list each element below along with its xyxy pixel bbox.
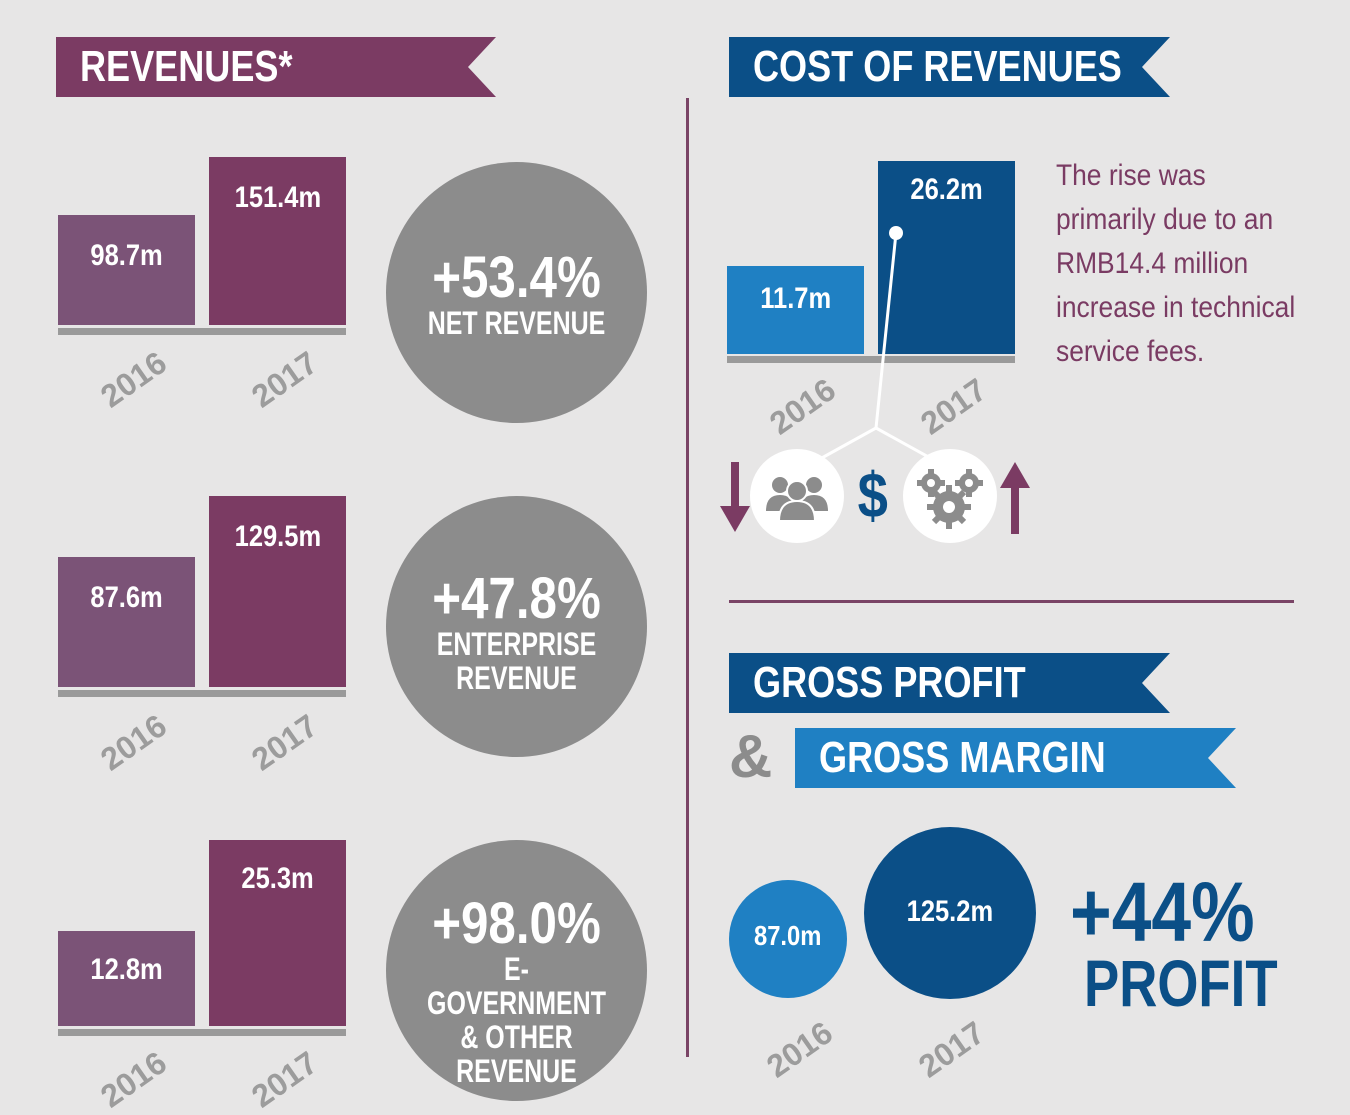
banner-shape xyxy=(795,728,1236,788)
bar-value-label: 26.2m xyxy=(910,173,983,206)
change-label: E-GOVERNMENT & OTHER REVENUE xyxy=(427,951,606,1089)
bar-net-revenue-2017: 151.4m xyxy=(209,157,346,325)
revenues-banner: REVENUES* xyxy=(56,37,496,97)
year-label-2017: 2017 xyxy=(912,1014,991,1085)
bar-value-label: 87.6m xyxy=(90,581,163,614)
change-value: +98.0% xyxy=(432,891,601,956)
gross-profit-2017-circle: 125.2m xyxy=(864,827,1036,999)
revenues-title: REVENUES* xyxy=(80,42,293,91)
year-label-2017: 2017 xyxy=(245,344,324,415)
change-value: +53.4% xyxy=(432,245,601,310)
cost-title: COST OF REVENUES xyxy=(753,42,1122,91)
gross-profit-change-label: PROFIT xyxy=(1084,946,1278,1020)
people-icon xyxy=(766,477,828,522)
year-label-2016: 2016 xyxy=(760,1014,839,1085)
change-label: ENTERPRISE REVENUE xyxy=(436,626,597,696)
ampersand: & xyxy=(729,723,773,790)
bar-egov-revenue-2016: 12.8m xyxy=(58,931,195,1026)
cost-connector-lines xyxy=(799,226,953,472)
year-label-2016: 2016 xyxy=(94,344,173,415)
bar-value-label: 12.8m xyxy=(90,953,163,986)
cost-banner: COST OF REVENUES xyxy=(729,37,1170,97)
year-label-2016: 2016 xyxy=(94,707,173,778)
cost-explanation-text: The rise was primarily due to an RMB14.4… xyxy=(1056,159,1296,368)
gross-profit-change: +44% xyxy=(1070,865,1255,959)
bar-value-label: 25.3m xyxy=(241,862,314,895)
circle-value-label: 87.0m xyxy=(754,920,822,951)
circle-value-label: 125.2m xyxy=(906,895,994,928)
year-label-2017: 2017 xyxy=(245,707,324,778)
year-label-2016: 2016 xyxy=(94,1044,173,1115)
bar-value-label: 98.7m xyxy=(90,239,163,272)
bar-net-revenue-2016: 98.7m xyxy=(58,215,195,325)
gross-profit-banner: GROSS PROFIT xyxy=(729,653,1170,713)
bar-enterprise-revenue-2016: 87.6m xyxy=(58,557,195,687)
change-value: +47.8% xyxy=(432,566,601,631)
gross-margin-title: GROSS MARGIN xyxy=(819,733,1106,782)
people-icon-circle xyxy=(750,449,844,543)
down-arrow-icon xyxy=(720,462,750,532)
bar-value-label: 129.5m xyxy=(234,520,321,553)
bar-value-label: 151.4m xyxy=(234,181,321,214)
gross-profit-2016-circle: 87.0m xyxy=(729,880,847,998)
chart-baseline xyxy=(727,356,1015,363)
egov-revenue-change-circle: +98.0% E-GOVERNMENT & OTHER REVENUE xyxy=(386,840,647,1101)
change-label: NET REVENUE xyxy=(427,305,606,341)
banner-shape xyxy=(56,37,496,97)
gross-profit-title: GROSS PROFIT xyxy=(753,658,1026,707)
chart-baseline xyxy=(58,690,346,697)
gross-margin-banner: GROSS MARGIN xyxy=(795,728,1236,788)
chart-baseline xyxy=(58,1029,346,1036)
banner-shape xyxy=(729,653,1170,713)
enterprise-revenue-change-circle: +47.8% ENTERPRISE REVENUE xyxy=(386,496,647,757)
net-revenue-change-circle: +53.4% NET REVENUE xyxy=(386,162,647,423)
bar-egov-revenue-2017: 25.3m xyxy=(209,840,346,1026)
gears-icon xyxy=(917,469,983,529)
gears-icon-circle xyxy=(903,449,997,543)
bar-value-label: 11.7m xyxy=(760,282,831,315)
year-label-2017: 2017 xyxy=(245,1044,324,1115)
up-arrow-icon xyxy=(1000,462,1030,534)
bar-cost-2017: 26.2m xyxy=(878,161,1015,354)
bar-enterprise-revenue-2017: 129.5m xyxy=(209,496,346,687)
dollar-icon: $ xyxy=(857,459,888,531)
horizontal-divider xyxy=(729,600,1294,603)
banner-shape xyxy=(729,37,1170,97)
vertical-divider xyxy=(686,98,689,1057)
chart-baseline xyxy=(58,328,346,335)
bar-cost-2016: 11.7m xyxy=(727,266,864,354)
